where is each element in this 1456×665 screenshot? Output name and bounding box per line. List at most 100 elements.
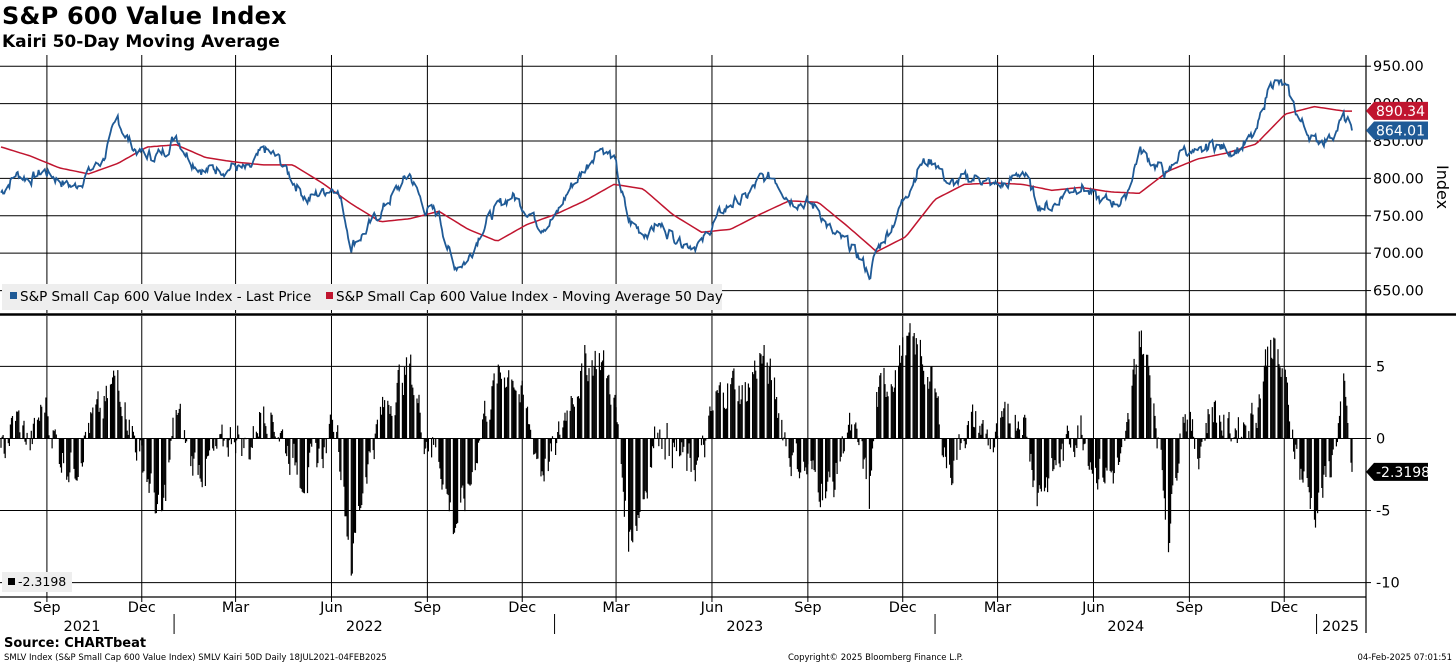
kairi-bar (70, 438, 72, 453)
kairi-bar (1310, 438, 1312, 498)
kairi-bar (631, 438, 633, 541)
kairi-bar (1097, 438, 1099, 490)
kairi-bar (1329, 438, 1331, 478)
kairi-bar (993, 438, 996, 448)
kairi-bar (7, 438, 9, 444)
kairi-bar (543, 438, 545, 482)
top-panel-grid (0, 55, 1366, 313)
kairi-bar (1274, 338, 1276, 439)
kairi-bar (336, 431, 338, 439)
kairi-bar (1344, 380, 1346, 439)
kairi-bar (435, 438, 437, 448)
kairi-bar (588, 368, 590, 439)
kairi-bar (1300, 438, 1302, 469)
kairi-bar (790, 438, 792, 477)
kairi-bar (654, 426, 656, 439)
kairi-bar (1039, 438, 1041, 489)
kairi-bar (1257, 407, 1259, 439)
kairi-bar (616, 422, 618, 439)
kairi-bar (986, 429, 988, 439)
kairi-bar (199, 438, 201, 479)
kairi-bar (40, 404, 42, 439)
kairi-bar (914, 354, 916, 439)
kairi-bar (1138, 331, 1140, 439)
kairi-bar (885, 397, 887, 439)
kairi-bar (642, 438, 644, 500)
kairi-bar (938, 424, 940, 439)
kairi-bar (1301, 438, 1303, 480)
kairi-bar (1267, 346, 1269, 439)
kairi-bar (1251, 402, 1253, 439)
kairi-bar (723, 407, 726, 439)
kairi-bar (1197, 438, 1199, 459)
kairi-bar (490, 409, 492, 439)
kairi-bar (705, 438, 707, 441)
kairi-bar (1331, 438, 1333, 456)
kairi-bar (278, 438, 280, 442)
kairi-bar (125, 419, 127, 439)
kairi-bar (1043, 438, 1046, 492)
kairi-bar (862, 438, 864, 469)
kairi-bar (712, 410, 714, 439)
kairi-bar (1183, 422, 1185, 439)
kairi-bar (1240, 436, 1243, 439)
kairi-bar (405, 357, 408, 439)
kairi-bar (988, 437, 990, 439)
kairi-bar (724, 409, 727, 439)
legend-price-swatch (10, 292, 17, 299)
kairi-bar (110, 383, 113, 439)
kairi-bar (77, 438, 79, 477)
kairi-bar (1125, 430, 1127, 439)
kairi-bar (566, 410, 568, 439)
kairi-bar (250, 438, 252, 448)
kairi-bar (328, 423, 330, 439)
kairi-bar (1236, 438, 1238, 443)
kairi-bar (1220, 421, 1222, 439)
kairi-bar (650, 438, 653, 468)
kairi-bar (901, 355, 903, 439)
kairi-bar (295, 438, 297, 463)
kairi-bar (162, 438, 164, 511)
kairi-bar (891, 386, 893, 439)
kairi-bar (365, 438, 367, 478)
kairi-bar (511, 379, 513, 439)
kairi-bar (1014, 414, 1016, 439)
kairi-bar (548, 438, 550, 462)
kairi-bar (492, 380, 494, 439)
kairi-bar (346, 438, 348, 537)
kairi-bar (573, 406, 575, 439)
kairi-bar (236, 438, 238, 441)
value-badge-label: -2.3198 (1376, 465, 1430, 481)
kairi-bar (778, 413, 780, 439)
kairi-bar (518, 394, 520, 439)
kairi-bar (702, 435, 704, 439)
kairi-bar (936, 398, 938, 439)
kairi-bar (1190, 430, 1193, 439)
kairi-bar (953, 438, 955, 461)
source-note: Source: CHARTbeat (4, 636, 147, 651)
kairi-bar (659, 429, 661, 439)
bottom-legend: -2.3198 (2, 572, 72, 592)
kairi-bar (635, 438, 637, 526)
kairi-bar (413, 395, 415, 439)
kairi-bar (629, 438, 631, 532)
kairi-bar (690, 438, 692, 472)
kairi-bar (301, 438, 303, 492)
kairi-bar (811, 438, 813, 470)
kairi-bar (1293, 438, 1295, 452)
kairi-bar (579, 398, 581, 439)
kairi-bar (959, 438, 961, 450)
kairi-bar (52, 430, 54, 439)
kairi-bar (887, 396, 889, 439)
kairi-bar (1087, 438, 1089, 466)
kairi-bar (289, 438, 291, 475)
x-month-label: Sep (33, 600, 60, 616)
kairi-bar (668, 438, 670, 456)
kairi-bar (1080, 415, 1082, 439)
kairi-bar (41, 406, 43, 439)
kairi-bar (551, 436, 554, 439)
kairi-bar (1200, 438, 1202, 447)
kairi-bar (855, 422, 857, 439)
kairi-bar (1207, 409, 1209, 439)
kairi-bar (454, 438, 457, 528)
